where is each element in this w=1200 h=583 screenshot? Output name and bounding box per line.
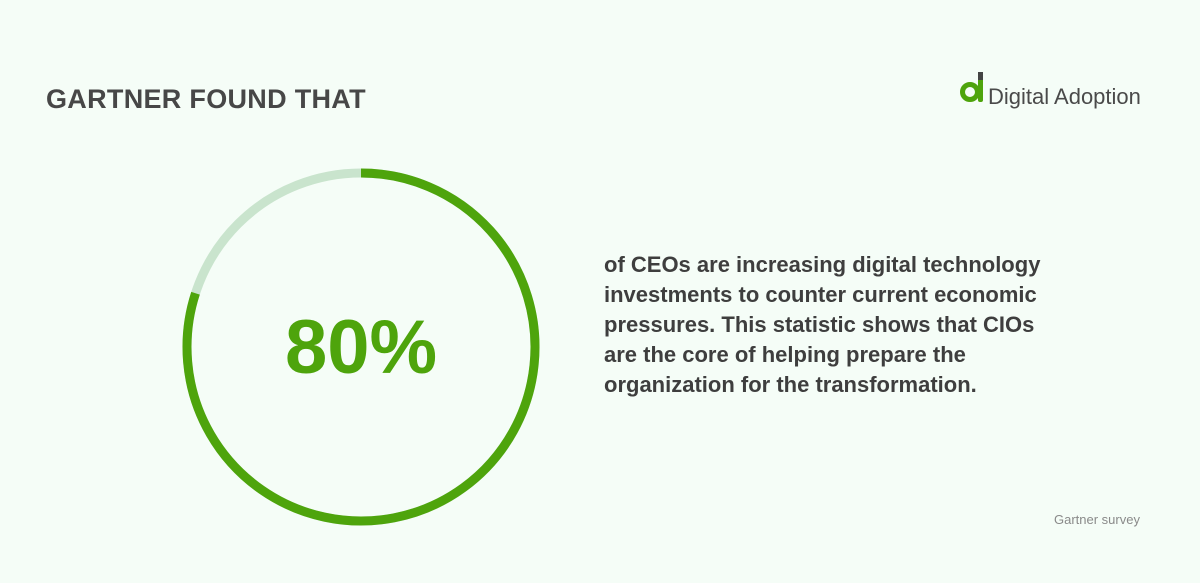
- source: Gartner survey: [1054, 512, 1140, 527]
- chart-title: GARTNER FOUND THAT: [46, 84, 366, 114]
- gauge-arc: [182, 168, 540, 526]
- annotation: of CEOs are increasing digital technolog…: [604, 252, 1041, 397]
- brand-name: Digital Adoption: [988, 84, 1141, 109]
- value-label: 80%: [285, 305, 437, 390]
- brand-icon: [960, 72, 983, 102]
